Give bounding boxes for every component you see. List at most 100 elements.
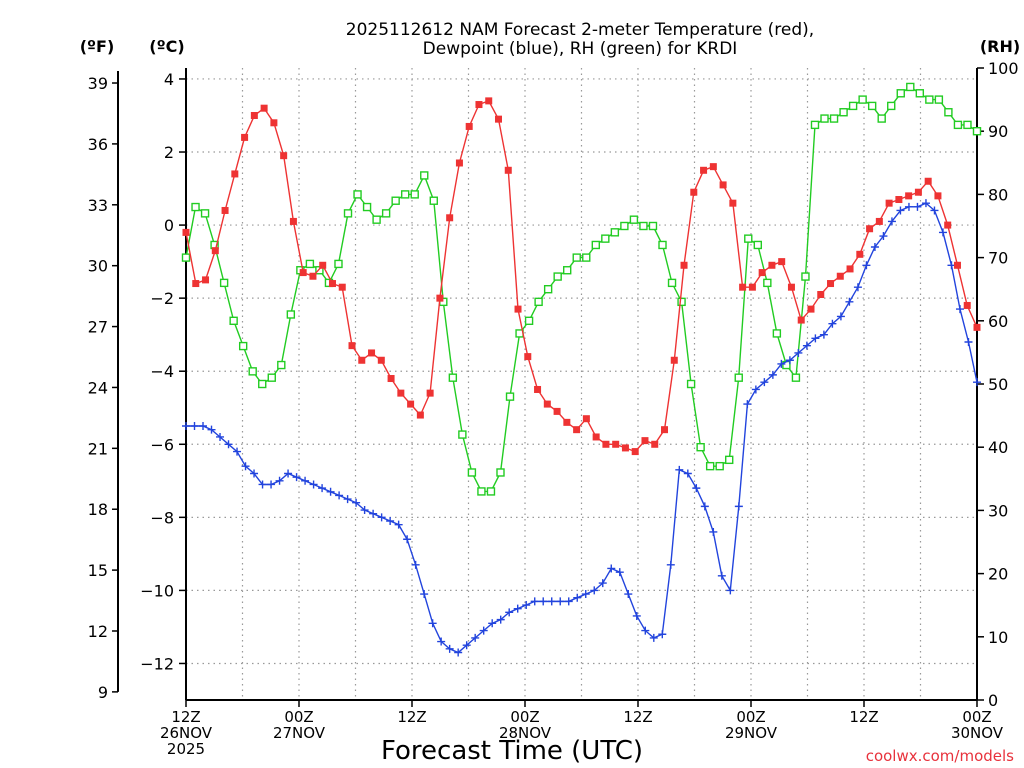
temperature-marker — [319, 261, 327, 269]
rh-marker — [524, 316, 534, 325]
dewpoint-marker — [241, 462, 250, 471]
celsius-tick-label: 0 — [164, 216, 174, 235]
dewpoint-marker — [964, 337, 973, 346]
temperature-marker — [817, 290, 825, 298]
temperature-marker — [778, 258, 786, 266]
temperature-marker — [485, 97, 493, 105]
celsius-tick-label: −6 — [150, 435, 174, 454]
rh-marker — [686, 379, 696, 389]
rh-tick-label: 50 — [988, 375, 1008, 394]
x-tick-label: 26NOV — [160, 724, 213, 742]
x-tick-label: 30NOV — [951, 724, 1004, 742]
dewpoint-marker — [870, 243, 879, 252]
rh-marker — [810, 120, 820, 130]
rh-tick-label: 80 — [988, 185, 1008, 204]
dewpoint-marker — [904, 202, 913, 211]
dewpoint-marker — [488, 619, 497, 628]
x-tick-label: 00Z — [284, 708, 313, 726]
rh-marker — [372, 215, 381, 224]
temperature-marker — [358, 356, 366, 364]
rh-marker — [477, 487, 486, 496]
rh-marker — [582, 253, 591, 262]
rh-axis-unit: (RH) — [980, 37, 1020, 56]
temperature-marker — [797, 316, 805, 324]
dewpoint-marker — [547, 597, 556, 606]
axes: 420−2−4−6−8−10−1239363330272421181512910… — [88, 59, 1019, 758]
dewpoint-marker — [896, 206, 905, 215]
dewpoint-marker — [360, 506, 369, 515]
rh-marker — [429, 196, 438, 205]
rh-marker — [791, 373, 801, 382]
x-tick-label: 28NOV — [499, 724, 552, 742]
dewpoint-marker — [598, 579, 607, 588]
rh-tick-label: 100 — [988, 59, 1019, 78]
rh-marker — [248, 367, 257, 376]
chart-title-line1: 2025112612 NAM Forecast 2-meter Temperat… — [346, 20, 814, 40]
temperature-marker — [690, 188, 698, 196]
rh-marker — [744, 234, 753, 243]
x-tick-label: 00Z — [736, 708, 765, 726]
rh-marker — [458, 430, 467, 439]
dewpoint-marker — [386, 516, 395, 525]
rh-marker — [219, 278, 229, 288]
dewpoint-marker — [556, 597, 565, 606]
temperature-marker — [328, 280, 336, 288]
dewpoint-marker — [326, 487, 335, 496]
dewpoint-marker — [505, 608, 514, 617]
temperature-marker — [905, 192, 913, 200]
temperature-marker — [338, 283, 346, 291]
temperature-marker — [504, 166, 512, 174]
rh-tick-label: 60 — [988, 312, 1008, 331]
dewpoint-marker — [301, 476, 310, 485]
rh-marker — [915, 89, 925, 98]
x-axis-label: Forecast Time (UTC) — [381, 736, 643, 766]
dewpoint-marker — [828, 319, 837, 328]
dewpoint-marker — [921, 199, 930, 208]
temperature-marker — [377, 356, 385, 364]
credit-text: coolwx.com/models — [866, 747, 1014, 765]
dewpoint-marker — [258, 480, 267, 489]
dewpoint-marker — [973, 378, 981, 387]
x-tick-label: 2025 — [167, 740, 205, 758]
temperature-marker — [368, 349, 376, 357]
dewpoint-marker — [462, 641, 471, 650]
dewpoint-marker — [513, 604, 522, 613]
rh-marker — [286, 310, 296, 319]
celsius-tick-label: −8 — [150, 508, 174, 527]
celsius-tick-label: −2 — [150, 289, 174, 308]
rh-marker — [705, 461, 715, 471]
temperature-marker — [348, 342, 356, 350]
rh-marker — [534, 297, 543, 307]
rh-marker — [277, 360, 286, 370]
rh-marker — [677, 297, 686, 307]
x-tick-label: 27NOV — [273, 724, 326, 742]
temperature-marker — [416, 411, 424, 419]
rh-marker — [667, 278, 677, 288]
temperature-marker — [211, 247, 219, 255]
temperature-marker — [534, 385, 542, 393]
rh-marker — [238, 341, 248, 351]
rh-marker — [420, 171, 429, 180]
dewpoint-marker — [309, 480, 318, 489]
rh-marker — [191, 202, 200, 212]
temperature-marker — [221, 206, 229, 214]
temperature-marker — [631, 448, 639, 456]
temperature-marker — [719, 181, 727, 189]
dewpoint-marker — [454, 648, 463, 657]
celsius-tick-label: −4 — [150, 362, 174, 381]
rh-marker — [715, 461, 724, 471]
temperature-marker — [289, 217, 297, 225]
fahrenheit-tick-label: 30 — [88, 257, 108, 276]
temperature-marker — [768, 261, 776, 269]
rh-marker — [629, 215, 639, 224]
temperature-marker — [426, 389, 434, 397]
rh-marker — [820, 114, 829, 123]
dewpoint-marker — [836, 312, 845, 321]
temperature-marker — [895, 196, 903, 204]
temperature-marker — [670, 356, 678, 364]
rh-marker — [906, 82, 915, 92]
dewpoint-marker — [284, 469, 293, 478]
chart-title-line2: Dewpoint (blue), RH (green) for KRDI — [423, 39, 738, 59]
dewpoint-marker — [267, 480, 276, 489]
